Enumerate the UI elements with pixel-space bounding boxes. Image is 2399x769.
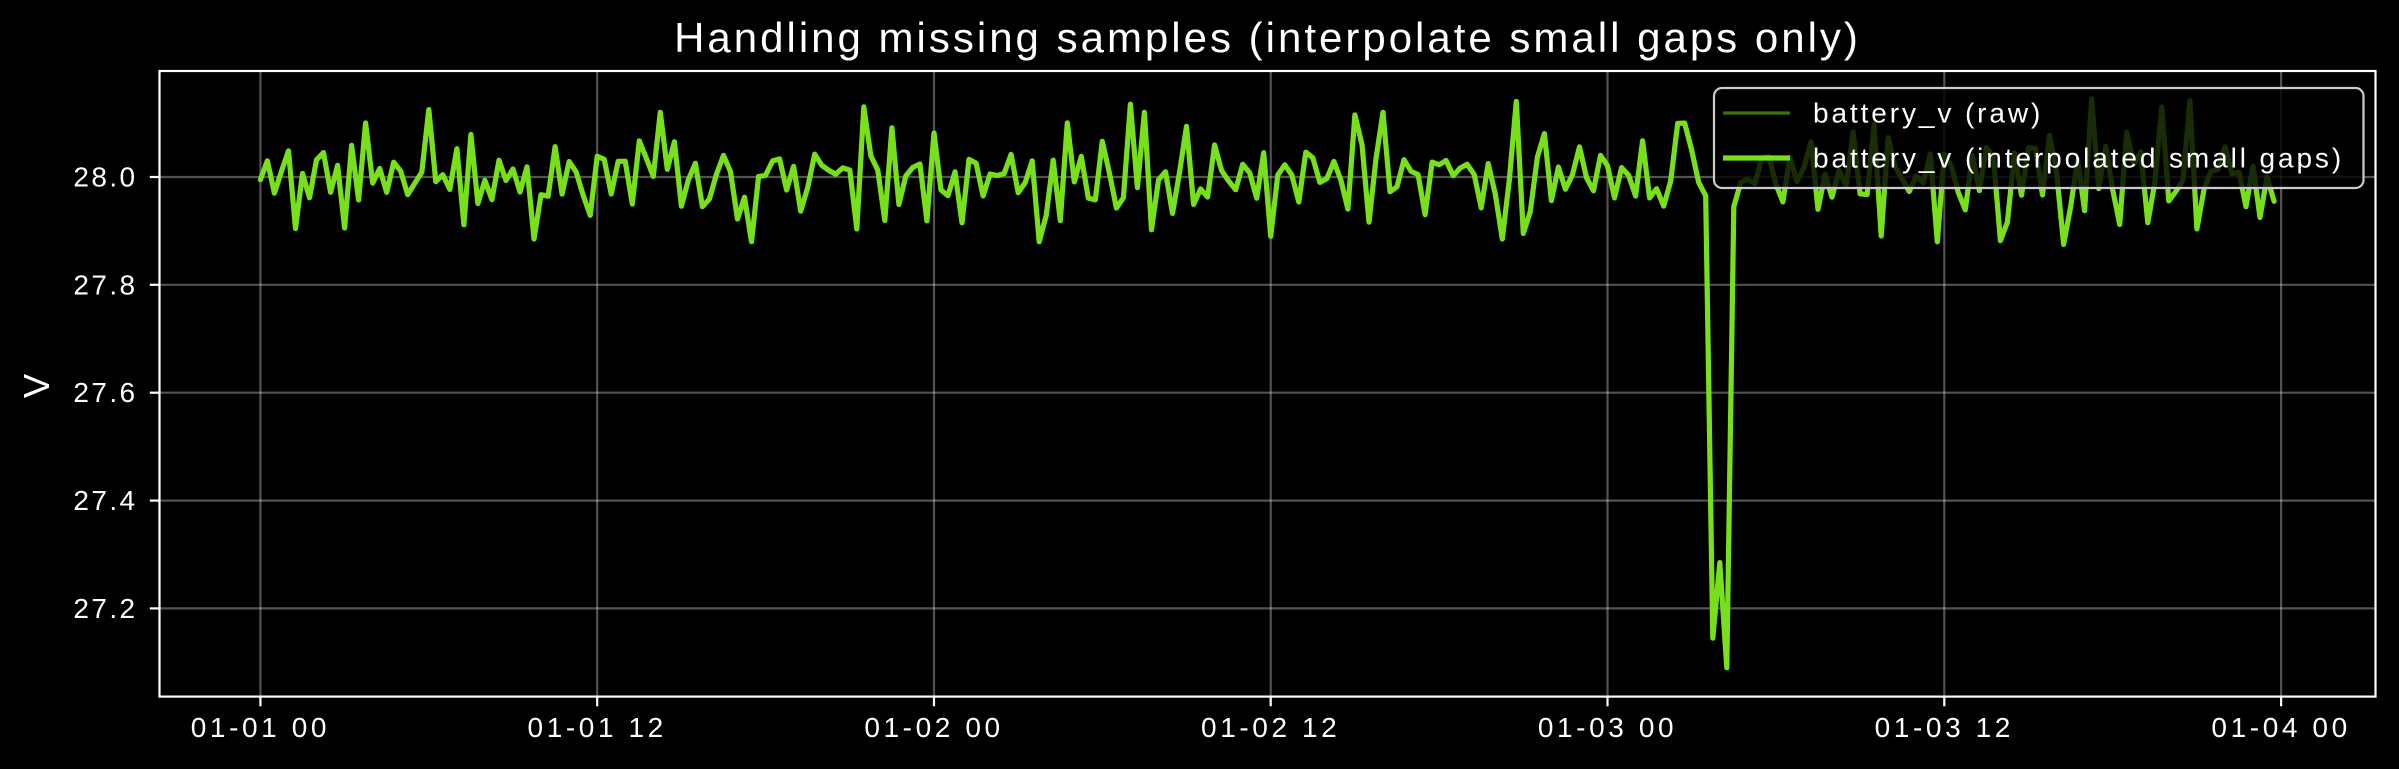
svg-text:battery_v (raw): battery_v (raw) [1813, 98, 2043, 129]
svg-text:27.6: 27.6 [73, 377, 137, 408]
svg-text:27.8: 27.8 [73, 269, 137, 300]
svg-text:01-01 00: 01-01 00 [191, 712, 330, 743]
svg-text:01-01 12: 01-01 12 [528, 712, 667, 743]
svg-text:28.0: 28.0 [73, 162, 137, 193]
svg-text:01-02 12: 01-02 12 [1201, 712, 1340, 743]
svg-text:27.2: 27.2 [73, 593, 137, 624]
svg-text:27.4: 27.4 [73, 485, 137, 516]
svg-text:01-04 00: 01-04 00 [2211, 712, 2350, 743]
svg-text:V: V [16, 373, 57, 398]
svg-text:01-02 00: 01-02 00 [864, 712, 1003, 743]
svg-text:01-03 00: 01-03 00 [1538, 712, 1677, 743]
svg-text:battery_v (interpolated small: battery_v (interpolated small gaps) [1813, 143, 2344, 174]
svg-text:01-03 12: 01-03 12 [1875, 712, 2014, 743]
svg-text:Handling missing samples (inte: Handling missing samples (interpolate sm… [674, 14, 1861, 61]
